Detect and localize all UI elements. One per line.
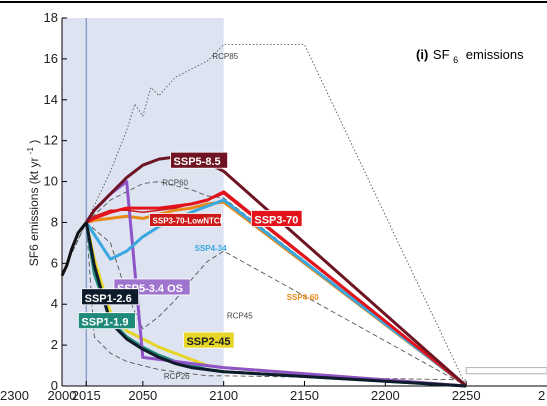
rcp-label: RCP45 bbox=[227, 312, 253, 321]
x-tick-label: 2050 bbox=[128, 388, 157, 403]
right-panel-tick: 2 bbox=[538, 388, 545, 403]
extended-band bbox=[465, 367, 547, 375]
y-tick-label: 14 bbox=[44, 92, 58, 107]
y-axis-label-main: SF6 emissions (kt yr bbox=[27, 158, 41, 267]
series-label: SSP3-70 bbox=[254, 214, 298, 226]
y-tick-label: 6 bbox=[51, 255, 58, 270]
chart-title-panel: (i) bbox=[416, 47, 428, 62]
x-tick-label: 2000 bbox=[48, 388, 77, 403]
y-tick-label: 12 bbox=[44, 133, 58, 148]
y-tick-label: 4 bbox=[51, 296, 58, 311]
rcp-label: RCP26 bbox=[164, 372, 190, 381]
series-label-box bbox=[183, 331, 235, 349]
x-tick-label: 2015 bbox=[72, 388, 101, 403]
y-axis-label-close: ) bbox=[27, 140, 41, 144]
series-label: SSP4-34 bbox=[195, 244, 228, 253]
y-tick-label: 10 bbox=[44, 174, 58, 189]
chart-layer-labels: SSP5-8.5 SSP3-70 SSP3-70-LowNTCF SSP4-34 SSP… bbox=[78, 52, 319, 381]
rcp-line-rcp85 bbox=[61, 44, 467, 387]
x-tick-label: 2200 bbox=[371, 388, 400, 403]
rcp-label: RCP60 bbox=[162, 179, 188, 188]
chart-title-species: SF bbox=[433, 47, 450, 62]
historical-line bbox=[60, 221, 88, 277]
series-label: SSP1-2.6 bbox=[85, 293, 132, 305]
y-axis-label-sup: -1 bbox=[26, 147, 35, 155]
left-panel-tick: 2300 bbox=[0, 388, 29, 403]
y-tick-label: 18 bbox=[44, 10, 58, 25]
series-label-box bbox=[149, 213, 222, 227]
y-tick-label: 2 bbox=[51, 337, 58, 352]
series-label: SSP2-45 bbox=[186, 336, 230, 348]
x-tick-label: 2150 bbox=[290, 388, 319, 403]
series-label: SSP5-8.5 bbox=[174, 156, 221, 168]
chart-title: (i) SF 6 emissions bbox=[416, 47, 524, 66]
series-line-ssp3-70 bbox=[85, 190, 468, 388]
series-label-box bbox=[250, 210, 303, 227]
rcp-line-rcp45 bbox=[61, 221, 467, 387]
series-label: SSP3-70-LowNTCF bbox=[153, 216, 225, 225]
series-label-box bbox=[81, 288, 140, 306]
y-tick-label: 16 bbox=[44, 51, 58, 66]
x-tick-label: 2100 bbox=[209, 388, 238, 403]
chart-title-subscript: 6 bbox=[453, 55, 458, 65]
y-tick-label: 8 bbox=[51, 214, 58, 229]
chart-title-word: emissions bbox=[466, 47, 524, 62]
series-label-box bbox=[170, 151, 228, 169]
series-label-box bbox=[78, 312, 136, 330]
y-axis-label: SF6 emissions (kt yr -1 ) bbox=[22, 140, 41, 267]
x-tick-label: 2250 bbox=[452, 388, 481, 403]
series-label: SSP1-1.9 bbox=[81, 317, 128, 329]
series-label: SSP4-60 bbox=[287, 293, 320, 302]
rcp-label: RCP85 bbox=[212, 52, 238, 61]
y-tick-label: 0 bbox=[51, 378, 58, 393]
